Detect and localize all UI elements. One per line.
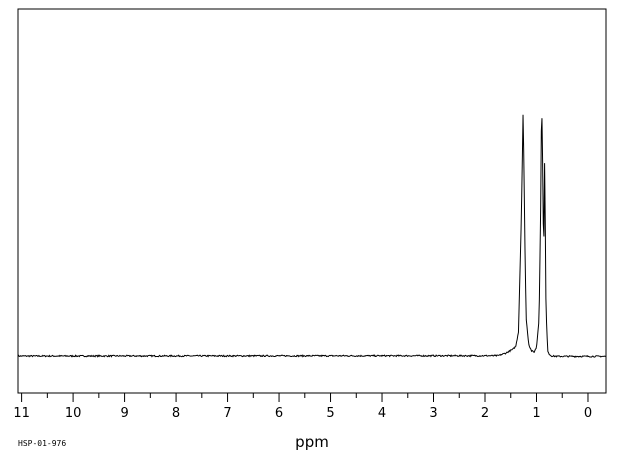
- x-axis: 11 10 9 8 7 6 5 4 3 2 1 0: [13, 393, 592, 421]
- x-tick-label: 0: [584, 406, 592, 421]
- x-tick-label: 10: [65, 406, 82, 421]
- x-tick-label: 2: [481, 406, 489, 421]
- x-axis-title: ppm: [295, 433, 329, 451]
- x-tick-label: 5: [326, 406, 334, 421]
- x-tick-label: 8: [172, 406, 180, 421]
- x-tick-label: 4: [378, 406, 386, 421]
- x-tick-label: 9: [120, 406, 128, 421]
- x-tick-label: 6: [275, 406, 283, 421]
- x-tick-label: 1: [532, 406, 540, 421]
- x-tick-label: 7: [223, 406, 231, 421]
- x-tick-label: 11: [13, 406, 30, 421]
- x-tick-label: 3: [429, 406, 437, 421]
- plot-frame: [17, 8, 607, 394]
- spectrum-id-label: HSP-01-976: [18, 439, 66, 448]
- spectrum-line: [17, 114, 607, 358]
